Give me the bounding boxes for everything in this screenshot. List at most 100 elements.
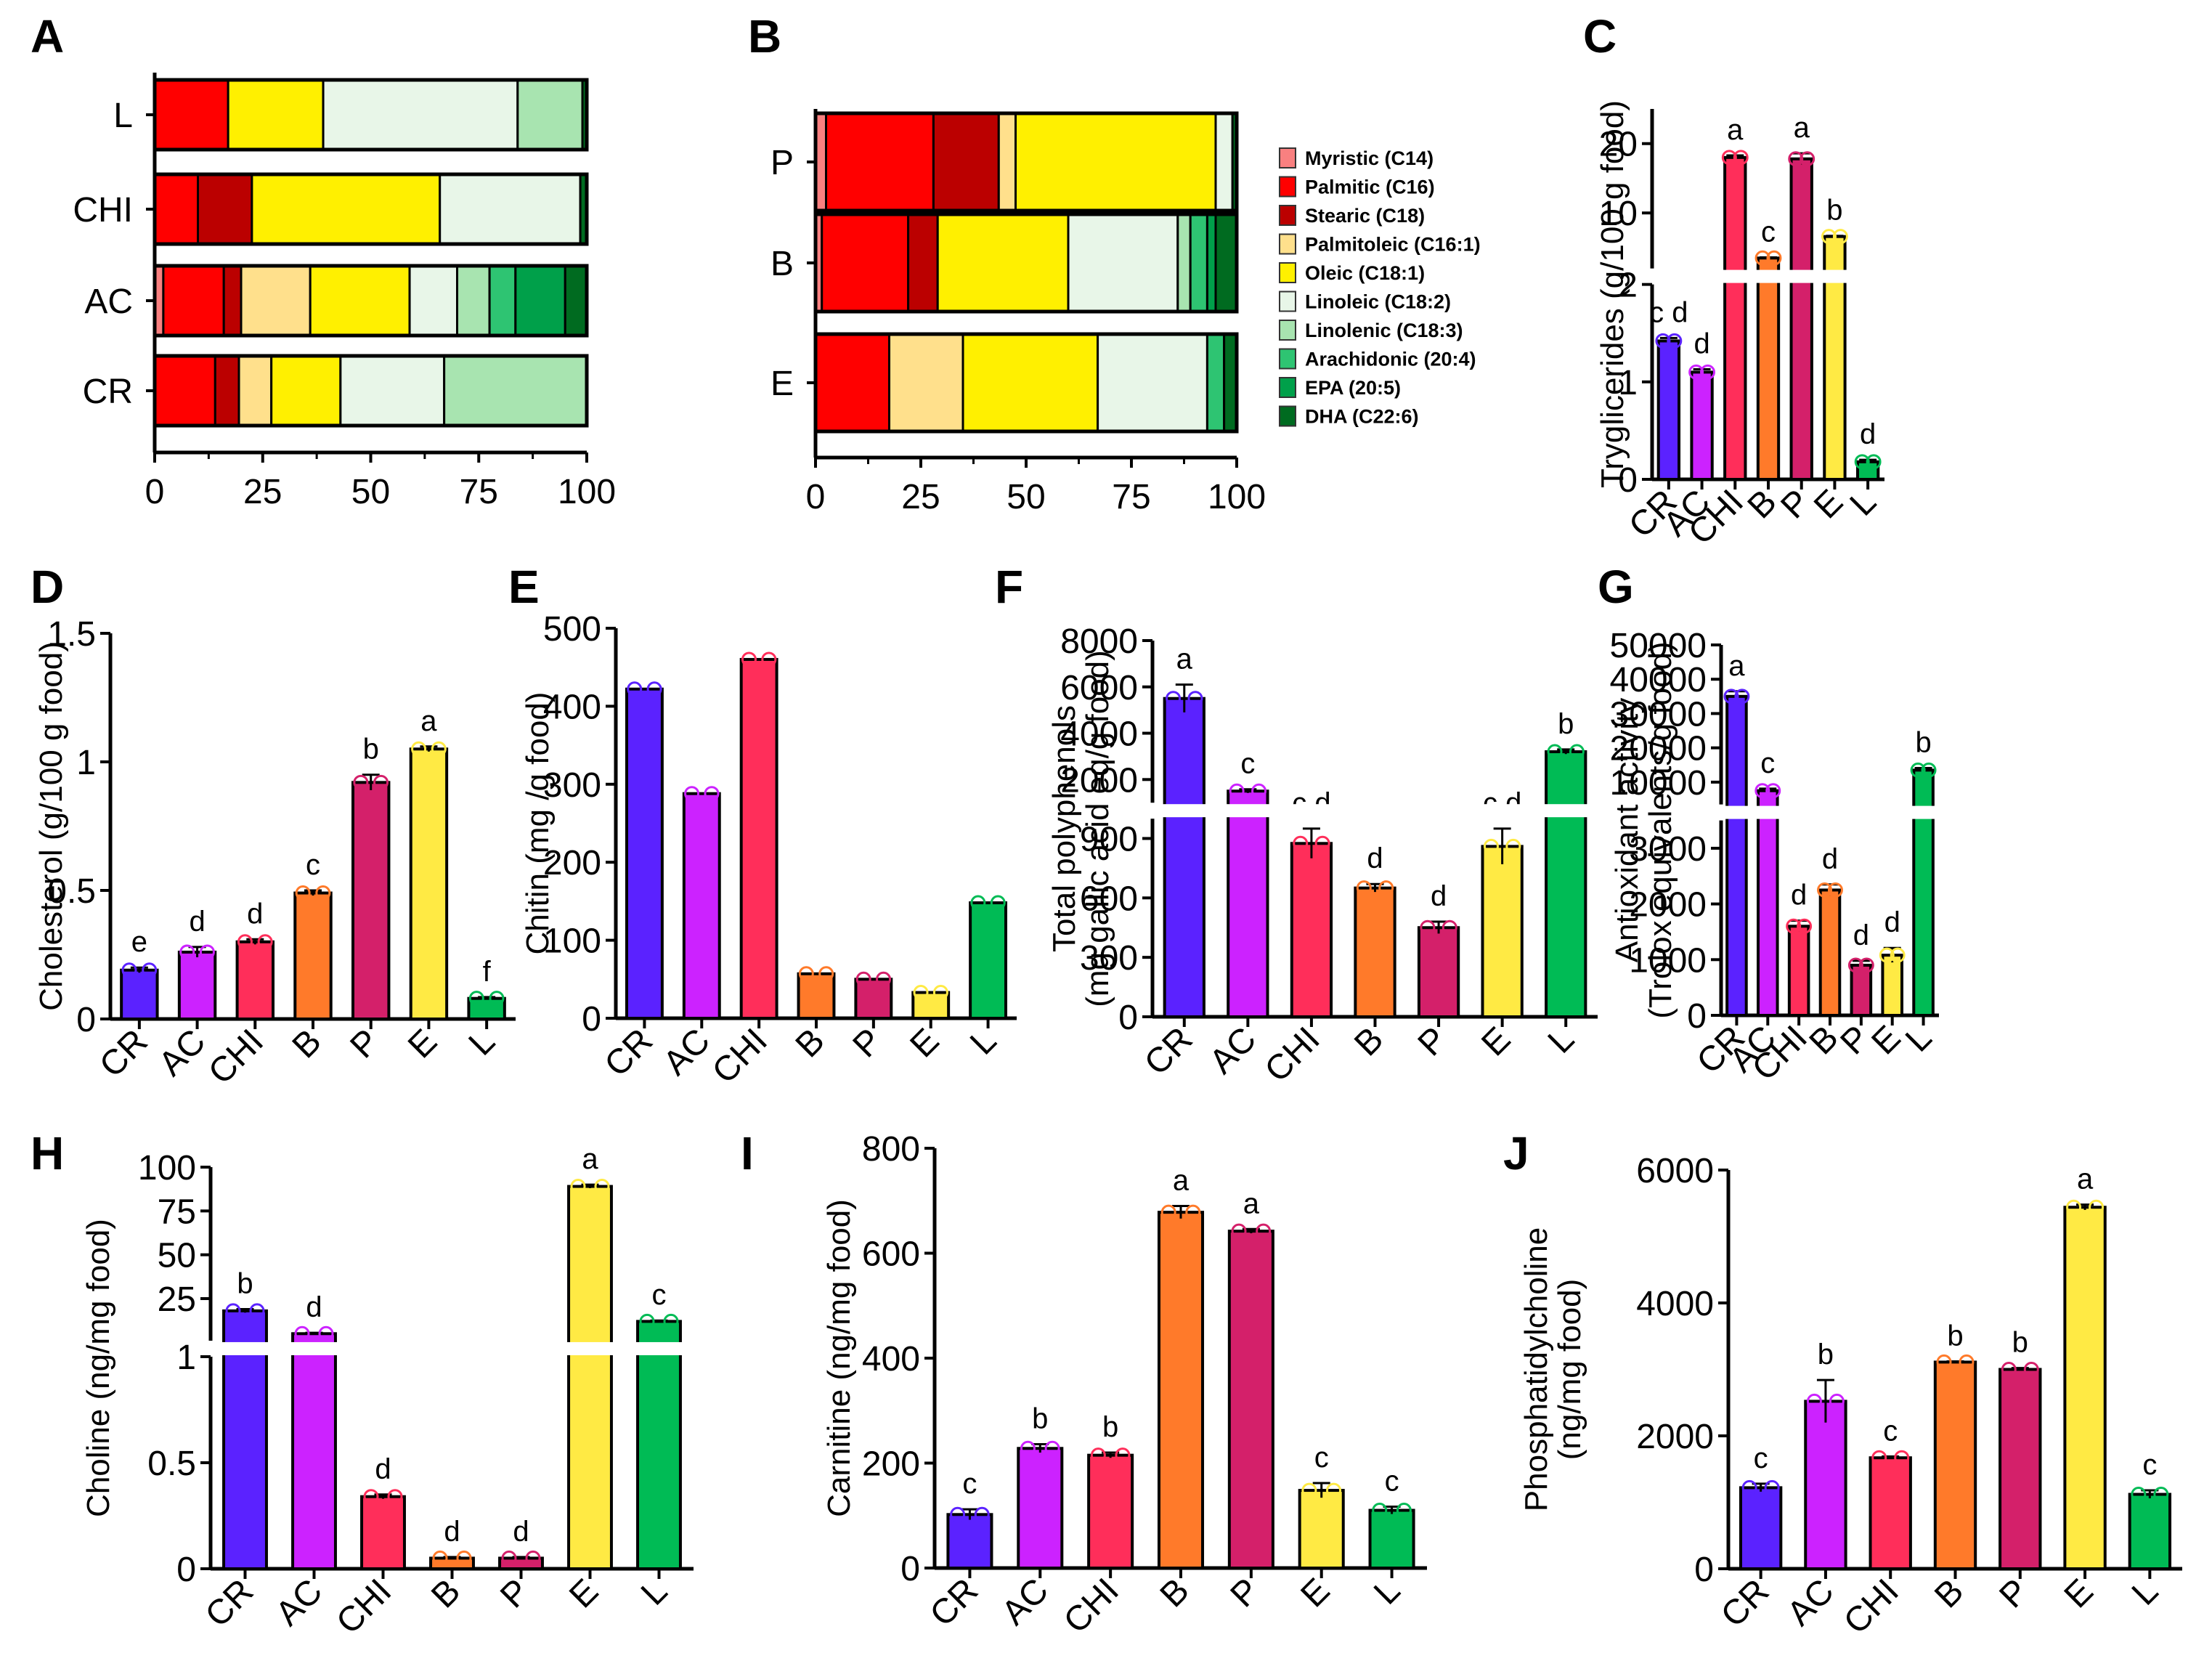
y-tick-label: 75 bbox=[158, 1193, 196, 1231]
bar-segment bbox=[936, 213, 1070, 313]
bar-segment bbox=[907, 213, 939, 313]
bar bbox=[1869, 1456, 1912, 1570]
significance-letter: a bbox=[1794, 112, 1810, 144]
y-tick-label: 10 bbox=[1599, 195, 1638, 233]
legend-swatch bbox=[1279, 233, 1296, 255]
data-point bbox=[876, 971, 892, 987]
bar-segment bbox=[1223, 333, 1238, 433]
data-point bbox=[1301, 1482, 1317, 1498]
x-tick-label: CHI bbox=[705, 1021, 775, 1091]
data-point bbox=[1959, 1354, 1975, 1370]
panel-label-C: C bbox=[1583, 10, 1617, 62]
significance-letter: a bbox=[582, 1143, 598, 1175]
axis-break-gap bbox=[196, 1341, 695, 1355]
significance-letter: b bbox=[1102, 1411, 1118, 1443]
bar bbox=[467, 996, 506, 1021]
data-point bbox=[1020, 1440, 1036, 1456]
bar-segment bbox=[439, 173, 582, 245]
data-point bbox=[974, 1506, 990, 1522]
x-tick-label: P bbox=[1224, 1571, 1267, 1615]
data-point bbox=[142, 962, 158, 978]
bar bbox=[1789, 157, 1813, 481]
legend-swatch bbox=[1279, 320, 1296, 341]
bar bbox=[1756, 256, 1781, 481]
bar-segment bbox=[1189, 213, 1208, 313]
panel-F: 0 300 600 900 2000 4000 6000 8000 Total polyphen… bbox=[1046, 622, 1599, 1089]
legend-swatch bbox=[1279, 377, 1296, 398]
bar-segment bbox=[1205, 213, 1217, 313]
significance-letter: b bbox=[1915, 727, 1931, 759]
data-point bbox=[646, 681, 662, 697]
data-point bbox=[1734, 689, 1750, 704]
y-tick-label: 2000 bbox=[1060, 761, 1138, 800]
bar-outline bbox=[153, 172, 589, 246]
bar-segment bbox=[227, 78, 325, 151]
data-point bbox=[1231, 1223, 1247, 1239]
bar-segment bbox=[214, 354, 240, 427]
legend-swatch bbox=[1279, 147, 1296, 168]
data-point bbox=[1832, 229, 1848, 245]
data-point bbox=[1821, 229, 1837, 245]
significance-letter: c bbox=[1385, 1465, 1399, 1497]
significance-letter: b bbox=[237, 1268, 253, 1300]
data-point bbox=[1187, 691, 1203, 707]
y-axis-title: Chitin (mg /g food) bbox=[520, 692, 556, 955]
significance-letter: a bbox=[1727, 114, 1744, 146]
significance-letter: a bbox=[2077, 1163, 2094, 1195]
significance-letter: a bbox=[1176, 643, 1193, 675]
data-point bbox=[1936, 1354, 1952, 1370]
bar bbox=[1757, 789, 1779, 1018]
axis-break-gap bbox=[1707, 805, 1940, 819]
x-tick-label: E bbox=[1864, 1018, 1908, 1062]
bar-outline bbox=[153, 354, 589, 428]
bar-segment bbox=[888, 333, 964, 433]
y-axis-title: (mg gallic acid eq/g food) bbox=[1080, 650, 1115, 1007]
significance-letter: c bbox=[1240, 748, 1255, 780]
bar bbox=[1787, 925, 1810, 1017]
bar-segment bbox=[1097, 333, 1208, 433]
bar-segment bbox=[961, 333, 1099, 433]
y-tick-label: 500 bbox=[543, 610, 601, 649]
bar-segment bbox=[339, 354, 446, 427]
panel-H: 0 0.5 1 25 50 75 100 Choline (ng/mg food) CR b AC d… bbox=[81, 1143, 695, 1641]
x-tick-label: B bbox=[1153, 1571, 1197, 1615]
bar-segment bbox=[488, 264, 517, 337]
legend-label: DHA (C22:6) bbox=[1305, 406, 1419, 428]
x-tick-label: E bbox=[562, 1572, 606, 1615]
bar bbox=[1998, 1368, 2042, 1570]
x-tick-label: CHI bbox=[1258, 1020, 1327, 1089]
bar bbox=[1368, 1508, 1415, 1569]
significance-letter: a bbox=[1728, 650, 1745, 682]
x-tick-label: 50 bbox=[1007, 478, 1045, 516]
y-tick-label: CHI bbox=[73, 191, 133, 230]
x-tick-label: 75 bbox=[1112, 478, 1150, 516]
legend-swatch bbox=[1279, 262, 1296, 283]
y-tick-label: AC bbox=[84, 283, 133, 321]
y-tick-label: 0 bbox=[176, 1551, 196, 1589]
bar bbox=[1725, 694, 1748, 1017]
bar bbox=[360, 1495, 406, 1570]
y-tick-label: CR bbox=[83, 373, 133, 411]
panel-label-A: A bbox=[31, 10, 64, 62]
legend-swatch bbox=[1279, 291, 1296, 312]
panel-label-F: F bbox=[995, 561, 1023, 613]
bar bbox=[1933, 1360, 1977, 1571]
axis-break-gap bbox=[1638, 269, 1886, 283]
bar-segment bbox=[153, 78, 229, 151]
x-tick-label: P bbox=[1773, 482, 1817, 526]
data-point bbox=[179, 944, 195, 960]
data-point bbox=[1293, 835, 1309, 851]
bar-segment bbox=[270, 354, 342, 427]
significance-letter: c bbox=[1883, 1415, 1898, 1447]
data-point bbox=[1765, 783, 1781, 799]
data-point bbox=[1858, 957, 1874, 973]
x-tick-label: CHI bbox=[1057, 1571, 1126, 1641]
y-tick-label: 6000 bbox=[1636, 1152, 1714, 1190]
y-tick-label: 0.5 bbox=[47, 872, 96, 911]
data-point bbox=[932, 985, 948, 1001]
data-point bbox=[373, 774, 389, 790]
bar bbox=[567, 1185, 613, 1571]
significance-letter: a bbox=[1243, 1187, 1260, 1219]
